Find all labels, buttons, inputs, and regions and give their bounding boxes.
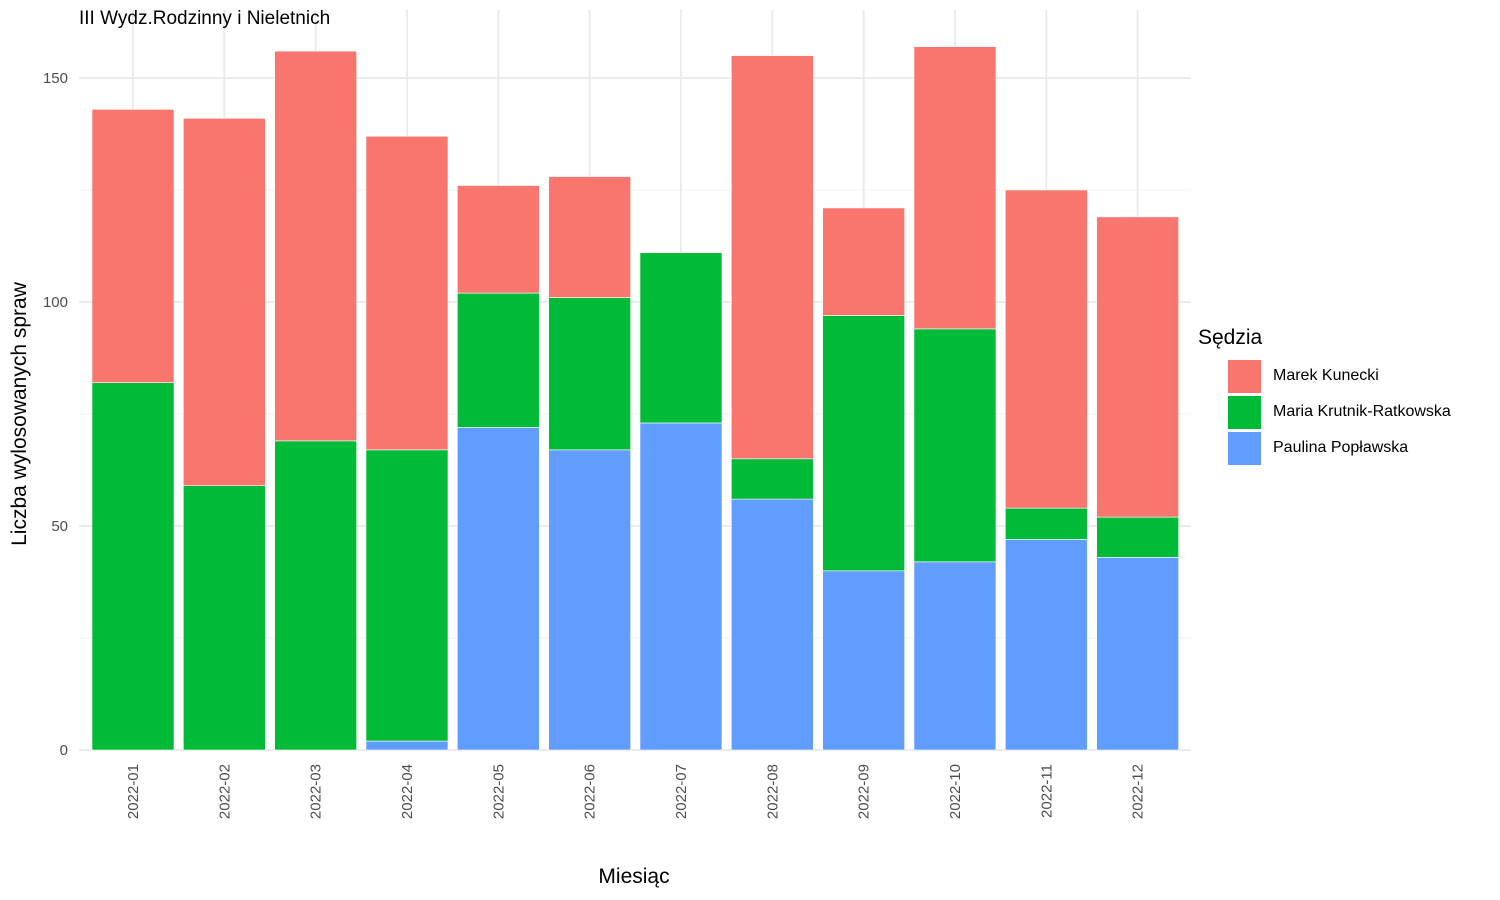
x-tick-label: 2022-08 [764,764,781,819]
bar-segment [1096,216,1179,518]
bar-segment [913,46,997,330]
legend-item: Maria Krutnik-Ratkowska [1198,394,1451,430]
bar-segment [183,118,266,486]
bar-segment [365,135,449,451]
bar-segment [1096,557,1179,751]
x-tick-label: 2022-12 [1130,764,1147,819]
legend-items: Marek Kunecki Maria Krutnik-Ratkowska Paul… [1198,358,1451,466]
x-tick-label: 2022-07 [673,764,690,819]
x-tick-label: 2022-05 [490,764,507,819]
bar-segment [1004,189,1088,509]
bar-segment [548,176,631,298]
bar-segment [457,427,540,751]
x-axis: 2022-01 2022-02 2022-03 2022-04 2022-05 2022-… [125,764,1147,819]
x-tick-label: 2022-03 [308,764,325,819]
legend-key [1228,359,1261,393]
legend-title: Sędzia [1198,326,1263,349]
x-tick-label: 2022-10 [947,764,964,819]
bar-segment [274,50,357,442]
bar-segment [457,185,540,294]
bar-segment [913,328,997,563]
bar-segment [1004,539,1088,751]
bars [91,46,1179,751]
y-axis: 0 50 100 150 [43,70,68,759]
chart-title: III Wydz.Rodzinny i Nieletnich [79,8,331,29]
bar-segment [1096,516,1179,558]
legend-label: Marek Kunecki [1273,367,1379,384]
bar-segment [731,498,814,751]
legend-key [1228,431,1261,465]
bar-segment [639,422,723,751]
bar-segment [91,382,175,751]
bar-segment [457,292,540,428]
x-tick-label: 2022-02 [216,764,233,819]
x-tick-label: 2022-04 [399,764,416,819]
x-tick-label: 2022-01 [125,764,142,819]
bar-segment [913,561,997,751]
legend-label: Paulina Popławska [1273,439,1409,456]
bar-segment [822,207,905,316]
bar-segment [91,109,175,383]
y-tick-label: 100 [43,294,68,311]
y-tick-label: 0 [60,742,68,759]
bar-segment [1004,507,1088,540]
y-axis-label: Liczba wylosowanych spraw [8,282,31,546]
y-tick-label: 50 [51,518,68,535]
x-tick-label: 2022-09 [856,764,873,819]
bar-segment [548,449,631,751]
legend: Sędzia Marek Kunecki Maria Krutnik-Ratkow… [1198,326,1451,466]
bar-segment [365,449,449,742]
bar-segment [183,485,266,751]
legend-item: Marek Kunecki [1198,358,1451,394]
legend-item: Paulina Popławska [1198,430,1451,466]
legend-key [1228,395,1261,429]
y-tick-label: 150 [43,70,68,87]
bar-segment [274,440,357,751]
x-tick-label: 2022-11 [1038,764,1055,818]
x-axis-label: Miesiąc [598,865,670,888]
legend-label: Maria Krutnik-Ratkowska [1273,403,1451,420]
bar-segment [731,458,814,500]
bar-segment [548,297,631,451]
x-tick-label: 2022-06 [582,764,599,819]
bar-segment [639,252,723,424]
bar-segment [731,55,814,460]
bar-segment [822,315,905,572]
bar-segment [822,570,905,751]
bar-segment [365,740,449,751]
